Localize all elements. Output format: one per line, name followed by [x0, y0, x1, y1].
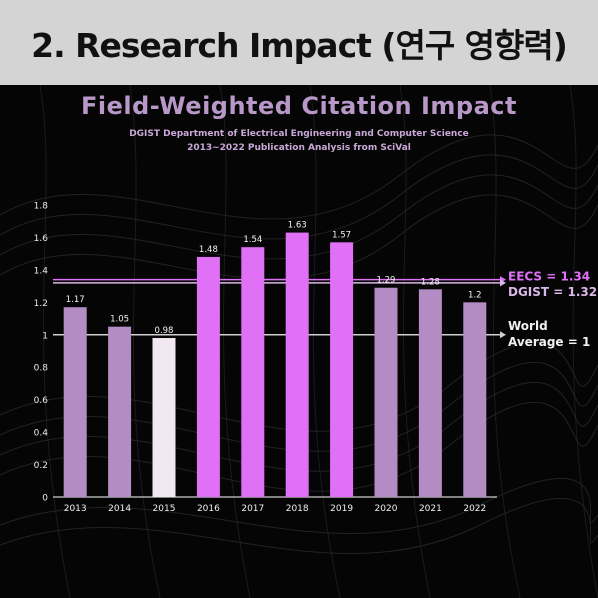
x-tick-label: 2019: [330, 504, 353, 514]
chart-panel: [0, 85, 598, 598]
chart-subtitle-line-2: 2013~2022 Publication Analysis from SciV…: [187, 143, 411, 153]
bar-value-label: 0.98: [155, 326, 174, 336]
chart-title: Field-Weighted Citation Impact: [80, 92, 517, 120]
bar: [374, 287, 398, 497]
y-tick-label: 1: [42, 331, 48, 341]
bar: [418, 289, 442, 497]
reference-label-dgist: DGIST = 1.32: [508, 285, 597, 299]
x-tick-label: 2016: [197, 504, 220, 514]
bar: [63, 307, 87, 497]
x-tick-label: 2022: [463, 504, 486, 514]
header-band: 2. Research Impact (연구 영향력): [0, 0, 598, 85]
y-tick-label: 0.4: [34, 429, 49, 439]
bar: [463, 302, 487, 497]
bar-value-label: 1.05: [110, 315, 129, 325]
x-tick-label: 2018: [286, 504, 309, 514]
bar-value-label: 1.17: [66, 295, 85, 305]
bar-value-label: 1.48: [199, 245, 218, 255]
reference-line-arrow: [500, 331, 506, 339]
x-tick-label: 2013: [64, 504, 87, 514]
bar-value-label: 1.2: [468, 290, 482, 300]
reference-label-eecs: EECS = 1.34: [508, 270, 590, 284]
reference-label-world: World: [508, 319, 548, 333]
y-tick-label: 0.6: [34, 396, 49, 406]
y-tick-label: 0: [42, 494, 48, 504]
reference-label-world: Average = 1: [508, 335, 590, 349]
x-tick-label: 2015: [153, 504, 176, 514]
x-tick-label: 2014: [108, 504, 131, 514]
y-tick-label: 1.4: [34, 266, 49, 276]
x-tick-label: 2021: [419, 504, 442, 514]
bar: [285, 232, 309, 498]
x-tick-label: 2020: [375, 504, 398, 514]
bar-value-label: 1.57: [332, 230, 351, 240]
y-tick-label: 1.6: [34, 234, 49, 244]
y-tick-label: 0.2: [34, 461, 48, 471]
bar-value-label: 1.54: [243, 235, 262, 245]
y-tick-label: 1.2: [34, 299, 48, 309]
x-tick-label: 2017: [241, 504, 264, 514]
bar-value-label: 1.63: [288, 221, 307, 231]
bar-value-label: 1.29: [377, 276, 396, 286]
page-title: 2. Research Impact (연구 영향력): [31, 25, 568, 65]
bar: [241, 247, 265, 497]
bar: [152, 338, 176, 497]
chart-subtitle-line-1: DGIST Department of Electrical Engineeri…: [129, 129, 469, 139]
y-tick-label: 0.8: [34, 364, 49, 374]
bar-value-label: 1.28: [421, 277, 440, 287]
bar: [108, 326, 132, 497]
bar: [196, 256, 220, 497]
reference-line-arrow: [500, 279, 506, 287]
bar: [330, 242, 354, 497]
y-tick-label: 1.8: [34, 202, 49, 212]
